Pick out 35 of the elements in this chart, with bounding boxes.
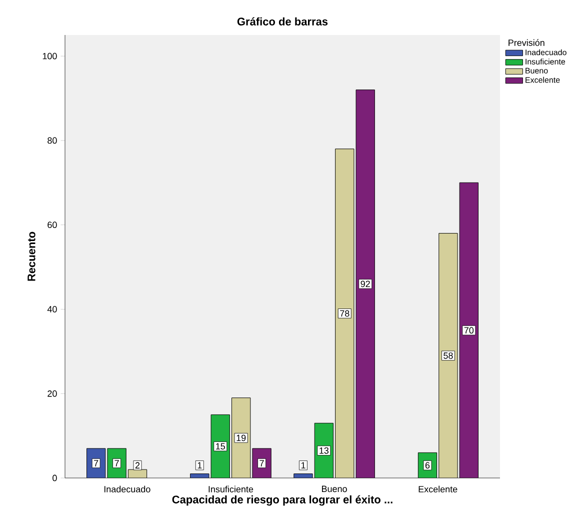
data-label: 7 [260, 460, 264, 466]
legend-title: Previsión [508, 39, 544, 46]
y-tick-label: 100 [42, 52, 57, 60]
data-label: 7 [114, 460, 119, 466]
data-label: 1 [301, 462, 306, 468]
legend-label: Excelente [526, 76, 560, 83]
x-tick-label: Excelente [418, 486, 458, 492]
y-tick-label: 40 [47, 306, 57, 312]
bar [232, 398, 250, 478]
data-label: 92 [360, 280, 370, 288]
bar [335, 148, 354, 478]
x-tick-label: Insuficiente [208, 486, 254, 492]
data-label: 78 [340, 310, 350, 317]
data-label: 6 [425, 462, 430, 469]
x-axis-title: Capacidad de riesgo para lograr el éxito ... [172, 495, 392, 506]
data-label: 15 [216, 443, 225, 450]
data-label: 70 [464, 327, 474, 334]
legend-label: Inadecuado [526, 49, 566, 56]
data-label: 13 [320, 447, 329, 454]
y-tick-label: 0 [52, 474, 57, 482]
y-axis-title: Recuento [28, 232, 36, 281]
data-label: 19 [236, 434, 246, 442]
data-label: 1 [198, 462, 202, 468]
y-tick-label: 20 [48, 390, 57, 397]
data-label: 2 [135, 462, 140, 468]
chart-title: Gráfico de barras [237, 17, 328, 26]
data-label: 7 [94, 460, 98, 466]
legend-label: Insuficiente [526, 58, 566, 64]
data-label: 58 [444, 352, 453, 359]
y-tick-label: 60 [48, 222, 57, 228]
x-tick-label: Bueno [322, 486, 347, 492]
legend-label: Bueno [526, 68, 548, 74]
x-tick-label: Inadecuado [104, 486, 150, 492]
bar [438, 233, 458, 478]
y-tick-label: 80 [48, 137, 57, 144]
